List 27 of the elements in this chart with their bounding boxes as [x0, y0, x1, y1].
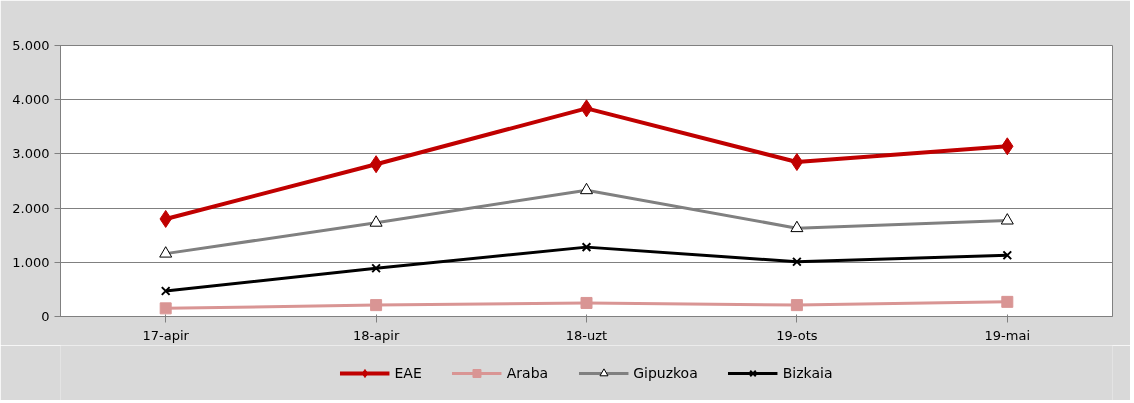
legend-label: Gipuzkoa — [633, 364, 698, 381]
point — [1001, 295, 1014, 308]
y-tick-label: 1.000 — [12, 254, 50, 270]
point — [581, 242, 592, 253]
y-tick-label: 0 — [41, 309, 50, 324]
x-tick-label: 19-ots — [776, 327, 818, 343]
point — [792, 256, 802, 267]
point — [370, 299, 383, 312]
point — [790, 299, 803, 312]
point — [1002, 250, 1013, 261]
legend-label: Araba — [506, 364, 549, 381]
point — [160, 286, 171, 296]
y-tick-label: 5.000 — [12, 38, 50, 53]
point — [371, 263, 381, 274]
y-tick-label: 3.000 — [12, 146, 50, 162]
point — [790, 153, 804, 172]
point — [580, 296, 593, 309]
point — [369, 155, 383, 174]
x-tick-label: 18-apir — [352, 327, 400, 343]
y-tick-label: 4.000 — [12, 92, 50, 108]
x-tick-label: 18-uzt — [565, 327, 608, 343]
legend-label: Bizkaia — [782, 364, 833, 381]
x-tick-label: 17-apir — [142, 327, 190, 343]
y-tick-label: 2.000 — [12, 200, 50, 216]
x-tick-label: 19-mai — [984, 327, 1031, 343]
legend-label: EAE — [394, 364, 422, 381]
point — [159, 302, 172, 315]
